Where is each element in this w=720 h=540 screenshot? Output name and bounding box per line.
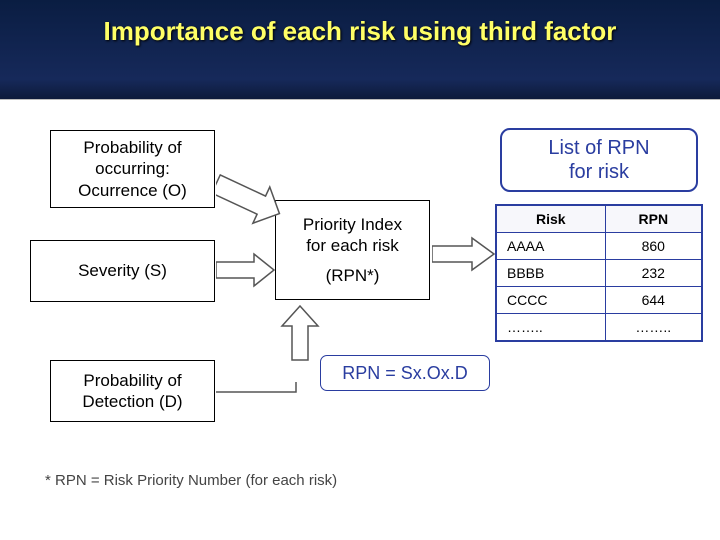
cell-rpn: 232 [605,260,702,287]
cell-rpn: …….. [605,314,702,342]
arrow-rpn-to-table [432,234,498,274]
occurrence-line3: Ocurrence (O) [78,180,187,201]
detection-box: Probability of Detection (D) [50,360,215,422]
table-header-row: Risk RPN [496,205,702,233]
rpn-table: Risk RPN AAAA 860 BBBB 232 CCCC 644 ……..… [495,204,703,342]
occurrence-box: Probability of occurring: Ocurrence (O) [50,130,215,208]
table-row: BBBB 232 [496,260,702,287]
severity-line1: Severity (S) [78,260,167,281]
rpn-list-line1: List of RPN [548,136,649,160]
footnote: * RPN = Risk Priority Number (for each r… [45,472,337,489]
occurrence-line1: Probability of [83,137,181,158]
formula-box: RPN = Sx.Ox.D [320,355,490,391]
col-rpn: RPN [605,205,702,233]
arrow-detection-to-rpn [278,304,322,362]
cell-risk: BBBB [496,260,605,287]
table-row: CCCC 644 [496,287,702,314]
priority-line1: Priority Index [303,214,402,235]
cell-rpn: 860 [605,233,702,260]
arrow-occurrence-to-rpn [216,158,316,228]
diagram-area: Probability of occurring: Ocurrence (O) … [0,100,720,540]
formula-text: RPN = Sx.Ox.D [342,363,468,384]
rpn-list-line2: for risk [569,160,629,184]
table-row: …….. …….. [496,314,702,342]
priority-line2: for each risk [306,235,399,256]
cell-risk: AAAA [496,233,605,260]
connector-detection [216,382,306,396]
table-row: AAAA 860 [496,233,702,260]
cell-risk: CCCC [496,287,605,314]
priority-line3: (RPN*) [326,265,380,286]
slide-header: Importance of each risk using third fact… [0,0,720,100]
rpn-list-header: List of RPN for risk [500,128,698,192]
detection-line1: Probability of [83,370,181,391]
detection-line2: Detection (D) [82,391,182,412]
cell-risk: …….. [496,314,605,342]
col-risk: Risk [496,205,605,233]
occurrence-line2: occurring: [95,158,170,179]
severity-box: Severity (S) [30,240,215,302]
arrow-severity-to-rpn [216,250,278,290]
cell-rpn: 644 [605,287,702,314]
page-title: Importance of each risk using third fact… [104,16,617,47]
